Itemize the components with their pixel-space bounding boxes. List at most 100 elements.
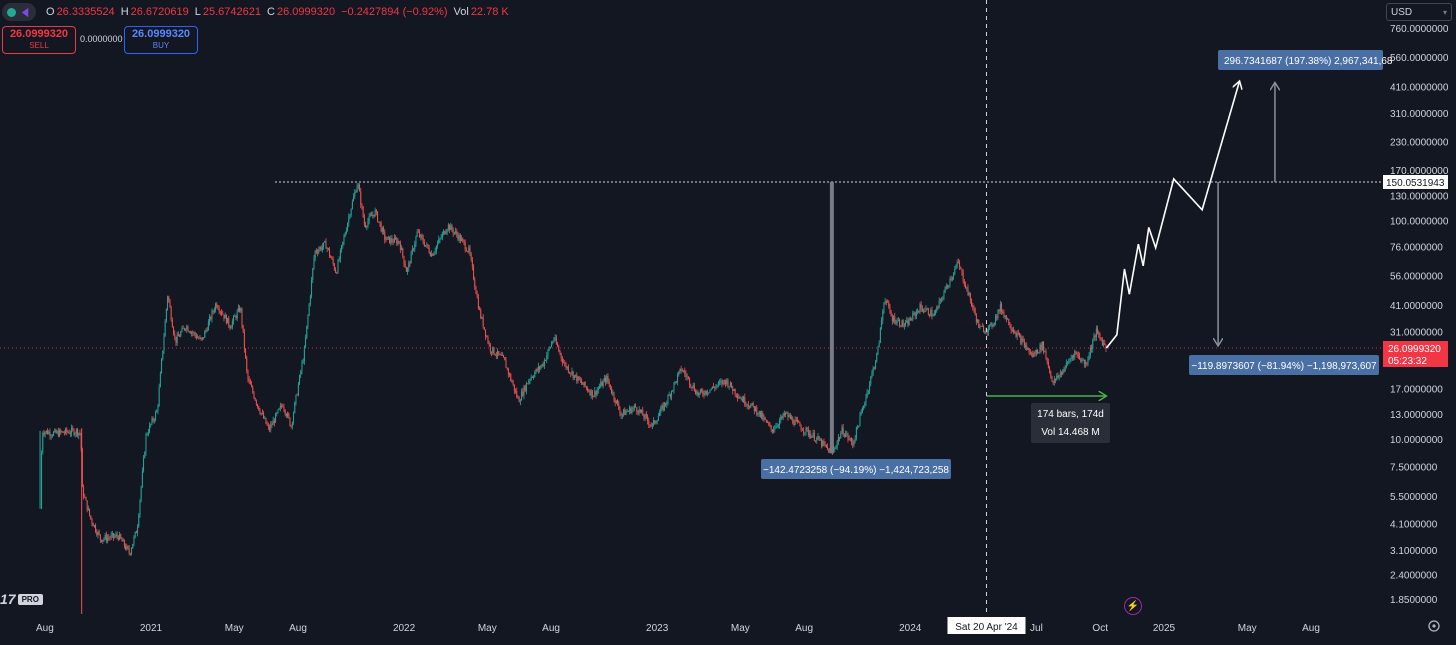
time-tick-label: Jul (1030, 623, 1043, 634)
candle-body (735, 394, 737, 396)
sell-button[interactable]: 26.0999320 SELL (2, 26, 76, 54)
candle-body (565, 363, 567, 368)
candle-body (861, 408, 863, 413)
candle-body (578, 376, 580, 380)
candle-body (813, 432, 815, 441)
candle-body (181, 327, 183, 333)
candle-body (1099, 334, 1101, 338)
candle-body (1087, 359, 1089, 364)
candle-body (662, 405, 664, 410)
candle-body (707, 392, 709, 394)
symbol-pill[interactable] (2, 3, 36, 21)
candle-body (703, 394, 705, 395)
price-tick-label: 7.5000000 (1390, 462, 1438, 473)
candle-body (269, 426, 271, 430)
candle-body (197, 337, 199, 339)
lightning-icon[interactable]: ⚡ (1124, 597, 1142, 615)
candle-body (357, 184, 359, 186)
platform-logo[interactable]: 17 PRO (0, 591, 43, 607)
candle-body (752, 402, 754, 407)
candle-body (967, 287, 969, 296)
candle-body (174, 333, 176, 337)
candle-body (809, 433, 811, 436)
candle-body (529, 379, 531, 381)
candle-body (621, 413, 623, 416)
candle-body (966, 287, 968, 289)
candle-body (421, 234, 423, 238)
candle-body (575, 374, 577, 376)
candle-body (974, 308, 976, 315)
candle-body (121, 538, 123, 542)
candle-body (524, 386, 526, 391)
candle-body (1027, 348, 1029, 350)
candle-body (978, 319, 980, 328)
candle-body (270, 424, 272, 430)
candle-body (797, 419, 799, 422)
candle-body (846, 433, 848, 435)
candle-body (996, 316, 998, 319)
candle-body (753, 406, 755, 412)
candle-body (657, 416, 659, 421)
candle-body (843, 434, 845, 437)
candle-body (603, 378, 605, 381)
candle-body (943, 292, 945, 299)
candle-body (642, 410, 644, 416)
candle-body (1009, 324, 1011, 328)
candle-body (836, 441, 838, 447)
candle-body (585, 386, 587, 388)
candle-body (629, 407, 631, 411)
candle-body (816, 437, 818, 441)
candle-body (929, 314, 931, 317)
candle-body (228, 317, 230, 326)
candle-body (723, 380, 725, 382)
candle-body (536, 369, 538, 371)
candle-body (709, 389, 711, 393)
candle-body (180, 332, 182, 337)
candle-body (625, 411, 627, 416)
candle-body (1071, 356, 1073, 359)
candle-body (671, 391, 673, 397)
candle-body (487, 336, 489, 344)
candle-body (615, 400, 617, 403)
candle-body (367, 220, 369, 227)
candle-body (128, 548, 130, 554)
candle-body (291, 422, 293, 426)
candle-body (1062, 370, 1064, 375)
candle-body (825, 444, 827, 448)
candle-body (689, 377, 691, 385)
candle-body (1021, 338, 1023, 344)
candle-body (749, 406, 751, 408)
candle-body (146, 433, 148, 435)
candle-body (1061, 372, 1063, 375)
candle-body (618, 403, 620, 410)
currency-select[interactable]: USD ▾ (1386, 3, 1452, 21)
candle-body (572, 371, 574, 378)
crosshair-date-tag: Sat 20 Apr '24 (947, 617, 1026, 634)
candle-body (409, 262, 411, 264)
candle-body (901, 320, 903, 327)
candle-body (395, 237, 397, 240)
candle-body (1043, 341, 1045, 352)
candle-body (110, 534, 112, 538)
high-label: H (120, 6, 129, 18)
candle-body (979, 326, 981, 328)
candle-body (133, 536, 135, 544)
candle-body (1050, 370, 1052, 377)
candle-body (300, 371, 302, 376)
candle-body (43, 432, 45, 435)
candle-body (134, 531, 136, 537)
candle-body (1045, 351, 1047, 359)
candle-body (339, 250, 341, 260)
buy-button[interactable]: 26.0999320 BUY (124, 26, 198, 54)
candle-body (69, 433, 71, 435)
candle-body (639, 409, 641, 412)
ohlc-header: O 26.3335524 H 26.6720619 L 25.6742621 C… (0, 0, 513, 24)
candle-body (1093, 335, 1095, 342)
candle-body (494, 354, 496, 356)
candle-body (956, 261, 958, 267)
candle-body (551, 343, 553, 347)
candle-body (800, 426, 802, 430)
candle-body (518, 397, 520, 403)
candle-body (906, 320, 908, 323)
